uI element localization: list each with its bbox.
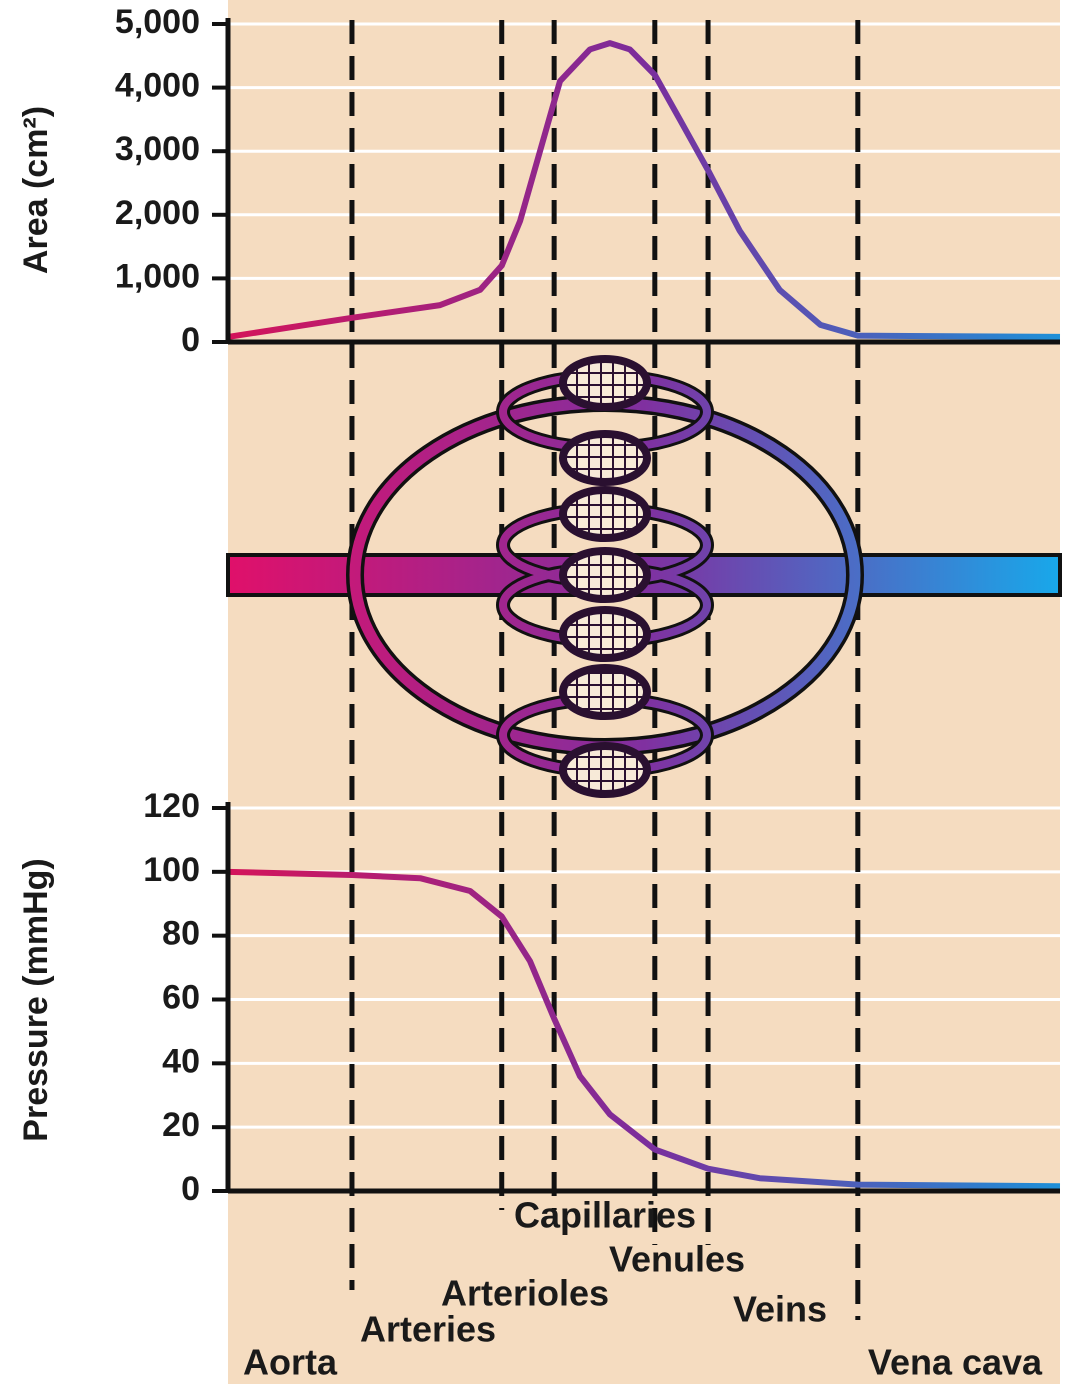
plots <box>225 18 1061 1194</box>
y-tick-label: 1,000 <box>115 257 200 295</box>
y-tick-label: 100 <box>143 851 200 889</box>
segment-label: Aorta <box>243 1342 338 1383</box>
y-tick-label: 0 <box>181 321 200 359</box>
y-tick-label: 120 <box>143 787 200 825</box>
y-tick-label: 2,000 <box>115 194 200 232</box>
y-axis-title: Area (cm²) <box>17 106 55 274</box>
segment-label: Arteries <box>360 1309 496 1350</box>
y-tick-label: 5,000 <box>115 3 200 41</box>
segment-label: Veins <box>733 1289 827 1330</box>
data-line <box>227 40 1061 340</box>
data-line <box>227 868 1061 1190</box>
vessel-diagram <box>226 355 1062 798</box>
segment-label: Vena cava <box>868 1342 1043 1383</box>
segment-label: Arterioles <box>441 1273 609 1314</box>
y-tick-label: 80 <box>162 915 200 953</box>
y-tick-label: 40 <box>162 1042 200 1080</box>
y-axis-title: Pressure (mmHg) <box>17 858 55 1141</box>
segment-label: Capillaries <box>514 1195 696 1236</box>
y-tick-label: 0 <box>181 1170 200 1208</box>
y-tick-label: 60 <box>162 978 200 1016</box>
y-tick-label: 3,000 <box>115 130 200 168</box>
y-tick-label: 4,000 <box>115 67 200 105</box>
segment-label: Venules <box>609 1239 745 1280</box>
y-tick-label: 20 <box>162 1106 200 1144</box>
grid <box>228 22 1060 1129</box>
